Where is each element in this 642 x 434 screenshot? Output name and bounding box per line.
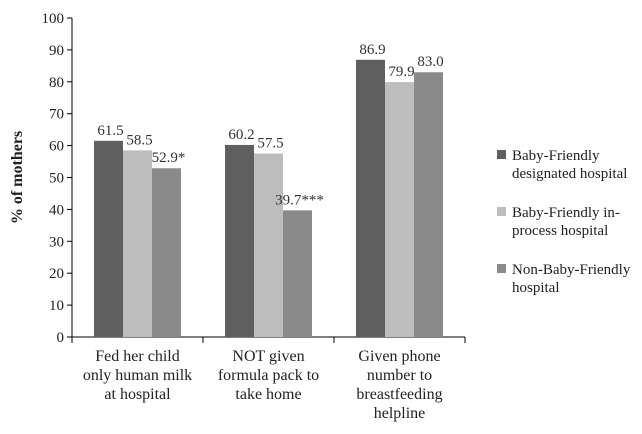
category-label: at hospital (104, 386, 171, 403)
legend-item: Baby-Friendly designated hospital (497, 148, 627, 182)
x-axis (71, 336, 466, 343)
category-label: Fed her child (95, 348, 179, 365)
bar (283, 210, 312, 337)
legend-swatch (497, 264, 506, 273)
data-label: 52.9* (152, 150, 186, 166)
y-tick-label: 0 (57, 330, 65, 346)
legend-item: Baby-Friendly in-process hospital (497, 205, 620, 239)
legend-label: designated hospital (512, 166, 627, 182)
bars (94, 59, 443, 337)
y-tick-label: 20 (49, 266, 64, 282)
y-tick-label: 70 (49, 107, 64, 123)
data-label: 60.2 (228, 127, 254, 143)
data-label: 83.0 (417, 54, 443, 70)
legend-label: hospital (512, 280, 560, 296)
category-label: helpline (374, 405, 426, 422)
y-axis-title: % of mothers (9, 131, 26, 224)
y-axis: 0 10 20 30 40 50 60 70 80 90 100 (42, 11, 73, 346)
data-label: 57.5 (257, 136, 283, 152)
bar (385, 82, 414, 337)
legend-label: Non-Baby-Friendly (512, 262, 631, 278)
bar (152, 168, 181, 337)
category-label: take home (235, 386, 301, 403)
bar (225, 144, 254, 337)
bar (254, 153, 283, 337)
legend-swatch (497, 150, 506, 159)
category-label: only human milk (83, 367, 192, 384)
legend-label: process hospital (512, 223, 608, 239)
data-labels: 61.558.552.9* 60.257.5 39.7*** 86.979.983.0 (97, 42, 443, 209)
data-label: 79.9 (388, 64, 414, 80)
category-label: Given phone (358, 348, 440, 365)
bar (123, 150, 152, 337)
category-label: number to (367, 367, 432, 384)
bar (414, 72, 443, 337)
category-label: breastfeeding (356, 386, 442, 403)
data-label: 61.5 (97, 123, 123, 139)
y-tick-label: 90 (49, 43, 64, 59)
legend-swatch (497, 207, 506, 216)
y-tick-label: 50 (49, 171, 64, 187)
data-label: 39.7*** (275, 192, 324, 208)
legend-label: Baby-Friendly (512, 148, 600, 164)
category-label: formula pack to (218, 367, 319, 384)
bar (94, 140, 123, 337)
category-labels: Fed her child only human milk at hospital N… (83, 348, 443, 422)
y-tick-label: 100 (42, 11, 65, 27)
y-tick-label: 40 (49, 202, 64, 218)
category-label: NOT given (232, 348, 304, 365)
legend-label: Baby-Friendly in- (512, 205, 620, 221)
y-tick-label: 80 (49, 75, 64, 91)
data-label: 58.5 (126, 132, 152, 148)
legend-item: Non-Baby-Friendly hospital (497, 262, 631, 296)
y-tick-label: 10 (49, 298, 64, 314)
bar (356, 59, 385, 337)
y-tick-label: 30 (49, 234, 64, 250)
y-tick-label: 60 (49, 139, 64, 155)
data-label: 86.9 (359, 42, 385, 58)
